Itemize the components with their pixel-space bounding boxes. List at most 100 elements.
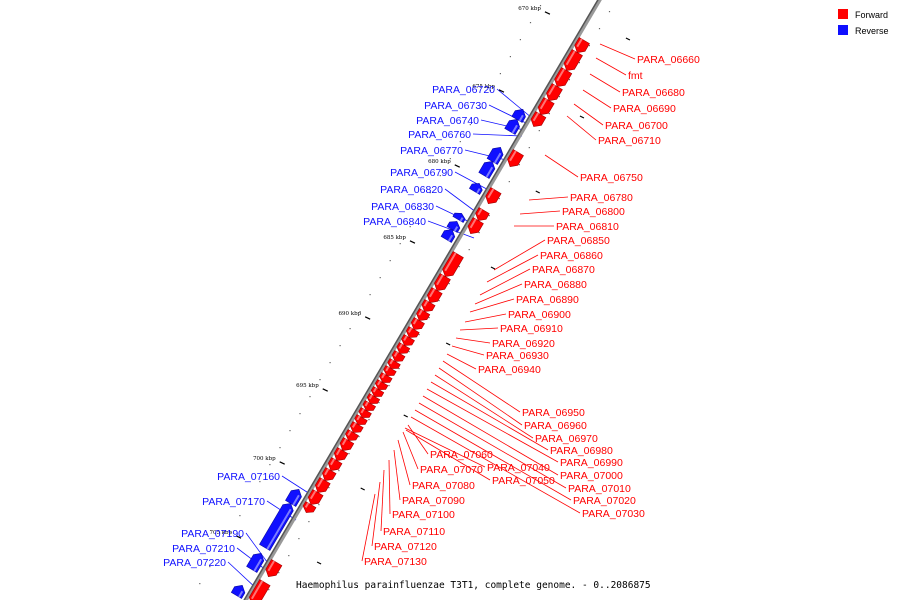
gene-body[interactable] — [486, 147, 504, 165]
forward-gene[interactable] — [391, 350, 406, 362]
gene-body[interactable] — [302, 501, 317, 513]
gene-body[interactable] — [410, 317, 425, 330]
gene-body[interactable] — [259, 503, 294, 551]
gene-body[interactable] — [426, 287, 443, 303]
forward-gene[interactable] — [387, 358, 401, 369]
forward-gene[interactable] — [362, 400, 377, 411]
minor-tick-dot — [328, 487, 330, 489]
gene-highlight — [487, 188, 495, 199]
reverse-gene[interactable] — [468, 183, 483, 195]
leader-lines — [227, 43, 636, 591]
forward-gene[interactable] — [434, 273, 451, 291]
forward-gene[interactable] — [370, 386, 385, 397]
forward-gene[interactable] — [442, 251, 464, 277]
gene-body[interactable] — [574, 37, 590, 53]
forward-gene[interactable] — [327, 457, 343, 471]
gene-body[interactable] — [230, 585, 246, 599]
gene-body[interactable] — [333, 447, 349, 461]
reverse-gene[interactable] — [504, 119, 520, 135]
gene-body[interactable] — [285, 489, 302, 507]
forward-gene[interactable] — [333, 447, 349, 461]
gene-body[interactable] — [322, 467, 337, 481]
minor-tick-dot — [548, 113, 550, 115]
forward-gene[interactable] — [314, 477, 331, 493]
gene-body[interactable] — [511, 109, 526, 123]
gene-body[interactable] — [339, 437, 355, 451]
gene-body[interactable] — [314, 477, 331, 493]
forward-gene[interactable] — [405, 326, 420, 338]
sequence-line — [243, 0, 599, 600]
tick-label: 675 kbp — [472, 84, 495, 90]
gene-body[interactable] — [475, 207, 490, 221]
forward-gene[interactable] — [574, 37, 590, 53]
gene-body[interactable] — [468, 183, 483, 195]
gene-body[interactable] — [396, 342, 411, 354]
forward-gene[interactable] — [366, 393, 381, 404]
reverse-gene[interactable] — [230, 585, 246, 599]
forward-gene[interactable] — [354, 414, 368, 425]
forward-gene[interactable] — [248, 579, 271, 600]
forward-gene[interactable] — [410, 317, 425, 330]
reverse-gene[interactable] — [259, 503, 294, 551]
forward-gene[interactable] — [426, 287, 443, 303]
forward-gene[interactable] — [322, 467, 337, 481]
gene-body[interactable] — [485, 187, 502, 204]
gene-body[interactable] — [434, 273, 451, 291]
gene-body[interactable] — [478, 161, 496, 179]
gene-body[interactable] — [467, 217, 484, 234]
forward-gene[interactable] — [485, 187, 502, 204]
forward-gene[interactable] — [307, 489, 324, 505]
forward-gene[interactable] — [554, 67, 573, 87]
gene-body[interactable] — [537, 97, 555, 115]
forward-gene[interactable] — [302, 501, 317, 513]
forward-gene[interactable] — [546, 83, 563, 101]
reverse-gene[interactable] — [486, 147, 504, 165]
gene-body[interactable] — [246, 553, 265, 573]
gene-body[interactable] — [563, 49, 583, 71]
gene-body[interactable] — [530, 111, 547, 127]
forward-gene[interactable] — [379, 372, 393, 383]
forward-gene[interactable] — [401, 334, 415, 346]
forward-gene[interactable] — [383, 365, 397, 376]
gene-body[interactable] — [452, 212, 466, 223]
forward-gene[interactable] — [467, 217, 484, 234]
gene-body[interactable] — [416, 308, 431, 321]
reverse-gene[interactable] — [285, 489, 302, 507]
gene-body[interactable] — [507, 149, 524, 167]
gene-body[interactable] — [327, 457, 343, 471]
reverse-gene[interactable] — [446, 221, 461, 233]
reverse-gene[interactable] — [478, 161, 496, 179]
gene-body[interactable] — [446, 221, 461, 233]
forward-gene[interactable] — [416, 308, 431, 321]
forward-gene[interactable] — [530, 111, 547, 127]
forward-gene[interactable] — [339, 437, 355, 451]
gene-highlight — [267, 560, 275, 572]
reverse-gene[interactable] — [511, 109, 526, 123]
forward-gene[interactable] — [475, 207, 490, 221]
forward-gene[interactable] — [374, 379, 389, 390]
forward-gene[interactable] — [507, 149, 524, 167]
forward-gene[interactable] — [537, 97, 555, 115]
gene-body[interactable] — [554, 67, 573, 87]
forward-gene[interactable] — [345, 429, 359, 441]
reverse-gene[interactable] — [246, 553, 265, 573]
gene-body[interactable] — [345, 429, 359, 441]
forward-gene[interactable] — [358, 407, 372, 418]
forward-gene[interactable] — [563, 49, 583, 71]
gene-body[interactable] — [442, 251, 464, 277]
forward-gene[interactable] — [265, 559, 283, 577]
gene-body[interactable] — [504, 119, 520, 135]
gene-body[interactable] — [307, 489, 324, 505]
gene-features[interactable] — [230, 37, 590, 600]
forward-gene[interactable] — [421, 299, 436, 312]
forward-gene[interactable] — [349, 421, 364, 433]
reverse-gene[interactable] — [440, 229, 456, 243]
gene-body[interactable] — [391, 350, 406, 362]
gene-body[interactable] — [421, 299, 436, 312]
gene-body[interactable] — [265, 559, 283, 577]
reverse-gene[interactable] — [452, 212, 466, 223]
gene-body[interactable] — [401, 334, 415, 346]
gene-body[interactable] — [440, 229, 456, 243]
forward-gene[interactable] — [396, 342, 411, 354]
gene-body[interactable] — [546, 83, 563, 101]
